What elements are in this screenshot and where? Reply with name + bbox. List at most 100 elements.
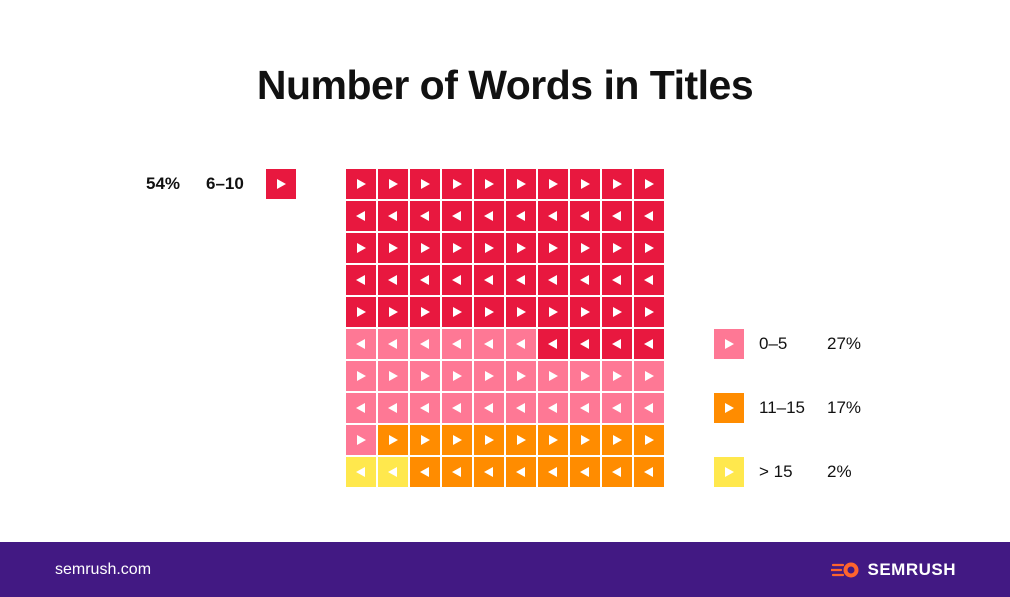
play-left-icon (452, 211, 461, 221)
waffle-cell (474, 361, 504, 391)
footer-site-link[interactable]: semrush.com (55, 561, 152, 578)
waffle-chart (346, 169, 664, 487)
waffle-cell (378, 201, 408, 231)
play-right-icon (517, 307, 526, 317)
play-right-icon (549, 435, 558, 445)
waffle-cell (378, 297, 408, 327)
waffle-cell (538, 297, 568, 327)
play-left-icon (644, 339, 653, 349)
chart-title: Number of Words in Titles (256, 62, 754, 108)
play-right-icon (357, 371, 366, 381)
play-left-icon (388, 467, 397, 477)
waffle-cell (506, 361, 536, 391)
waffle-cell (570, 329, 600, 359)
waffle-cell (634, 425, 664, 455)
play-right-icon (613, 243, 622, 253)
waffle-cell (346, 361, 376, 391)
waffle-cell (538, 425, 568, 455)
waffle-cell (634, 457, 664, 487)
waffle-cell (442, 425, 472, 455)
waffle-cell (346, 201, 376, 231)
play-right-icon (485, 307, 494, 317)
play-right-icon (357, 179, 366, 189)
play-left-icon (580, 275, 589, 285)
play-left-icon (484, 339, 493, 349)
waffle-cell (346, 169, 376, 199)
waffle-cell (538, 393, 568, 423)
waffle-cell (346, 297, 376, 327)
play-right-icon (549, 371, 558, 381)
waffle-cell (474, 297, 504, 327)
play-left-icon (516, 339, 525, 349)
waffle-cell (602, 425, 632, 455)
waffle-cell (570, 265, 600, 295)
waffle-cell (442, 201, 472, 231)
play-left-icon (516, 403, 525, 413)
waffle-cell (602, 233, 632, 263)
play-right-icon (421, 179, 430, 189)
waffle-cell (410, 297, 440, 327)
waffle-cell (602, 457, 632, 487)
waffle-cell (602, 361, 632, 391)
legend-item-6-10: 54% 6–10 (146, 169, 296, 199)
play-right-icon (549, 307, 558, 317)
play-left-icon (356, 403, 365, 413)
play-right-icon (389, 307, 398, 317)
play-left-icon (452, 467, 461, 477)
waffle-cell (410, 201, 440, 231)
waffle-cell (442, 297, 472, 327)
semrush-logo-icon (831, 562, 859, 578)
waffle-cell (538, 169, 568, 199)
waffle-cell (378, 425, 408, 455)
legend-swatch-icon (714, 329, 744, 359)
legend-pct: 2% (827, 462, 852, 481)
waffle-cell (474, 393, 504, 423)
waffle-cell (474, 233, 504, 263)
waffle-cell (506, 297, 536, 327)
legend-pct: 27% (827, 334, 862, 353)
waffle-cell (346, 457, 376, 487)
waffle-cell (410, 233, 440, 263)
play-left-icon (420, 275, 429, 285)
waffle-cell (634, 361, 664, 391)
waffle-cell (474, 457, 504, 487)
legend-swatch-icon (714, 393, 744, 423)
waffle-cell (346, 233, 376, 263)
legend-swatch-icon (714, 457, 744, 487)
play-left-icon (484, 403, 493, 413)
waffle-cell (634, 169, 664, 199)
play-left-icon (548, 275, 557, 285)
waffle-cell (506, 265, 536, 295)
waffle-cell (570, 169, 600, 199)
play-right-icon (645, 179, 654, 189)
play-left-icon (388, 403, 397, 413)
waffle-cell (602, 201, 632, 231)
play-left-icon (612, 339, 621, 349)
waffle-cell (506, 169, 536, 199)
play-left-icon (420, 403, 429, 413)
play-right-icon (613, 435, 622, 445)
waffle-cell (538, 361, 568, 391)
waffle-cell (634, 201, 664, 231)
waffle-cell (506, 457, 536, 487)
waffle-cell (442, 265, 472, 295)
waffle-cell (442, 329, 472, 359)
play-left-icon (516, 275, 525, 285)
waffle-cell (634, 265, 664, 295)
waffle-cell (410, 265, 440, 295)
waffle-cell (570, 361, 600, 391)
play-left-icon (644, 275, 653, 285)
play-right-icon (453, 307, 462, 317)
waffle-cell (602, 393, 632, 423)
waffle-cell (378, 361, 408, 391)
play-right-icon (453, 435, 462, 445)
waffle-cell (474, 169, 504, 199)
play-left-icon (356, 211, 365, 221)
waffle-cell (570, 201, 600, 231)
play-left-icon (644, 403, 653, 413)
waffle-cell (602, 329, 632, 359)
play-right-icon (613, 371, 622, 381)
play-left-icon (580, 467, 589, 477)
play-left-icon (388, 339, 397, 349)
play-left-icon (388, 275, 397, 285)
